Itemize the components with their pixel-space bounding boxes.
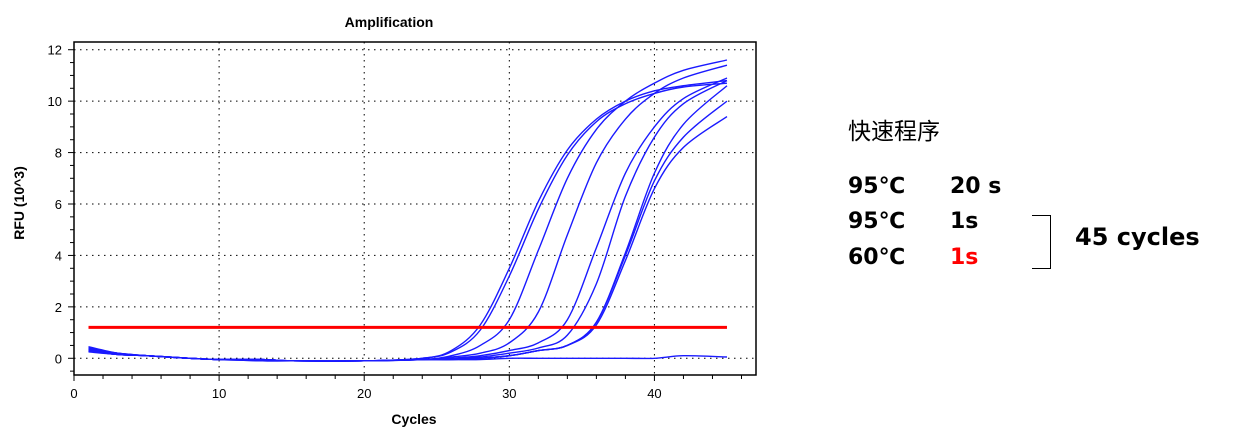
protocol-step-3: 60℃ 1s <box>848 245 978 270</box>
step-time: 1s <box>950 209 979 234</box>
protocol-title: 快速程序 <box>848 119 940 145</box>
step-time: 1s <box>950 245 979 270</box>
y-tick-label: 0 <box>55 351 62 366</box>
plot-area: 0 10 20 30 40 0 2 4 6 8 10 12 <box>48 41 757 401</box>
step-temperature: 60℃ <box>848 245 906 270</box>
x-tick-label: 40 <box>647 386 661 401</box>
step-temperature: 95℃ <box>848 174 906 199</box>
x-tick-label: 10 <box>212 386 226 401</box>
cycle-bracket <box>1032 215 1051 269</box>
x-tick-label: 20 <box>357 386 371 401</box>
step-time: 20 s <box>950 174 1002 199</box>
protocol-step-1: 95℃ 20 s <box>848 174 1001 199</box>
x-tick-label: 30 <box>502 386 516 401</box>
y-tick-label: 4 <box>55 248 62 263</box>
x-axis-label: Cycles <box>391 411 436 427</box>
y-tick-label: 6 <box>55 197 62 212</box>
cycles-label: 45 cycles <box>1075 223 1200 251</box>
y-tick-label: 8 <box>55 146 62 161</box>
y-tick-label: 12 <box>48 43 62 58</box>
y-axis-label: RFU (10^3) <box>11 166 27 240</box>
y-tick-label: 10 <box>48 94 62 109</box>
amplification-chart: Amplification Cycles RFU (10^3) 0 10 20 30 4… <box>11 14 757 427</box>
x-tick-label: 0 <box>70 386 77 401</box>
step-temperature: 95℃ <box>848 209 906 234</box>
chart-title: Amplification <box>345 14 434 30</box>
plot-frame <box>73 41 757 376</box>
y-tick-label: 2 <box>55 300 62 315</box>
amplification-curve-10 <box>88 351 727 362</box>
protocol-step-2: 95℃ 1s <box>848 209 978 234</box>
